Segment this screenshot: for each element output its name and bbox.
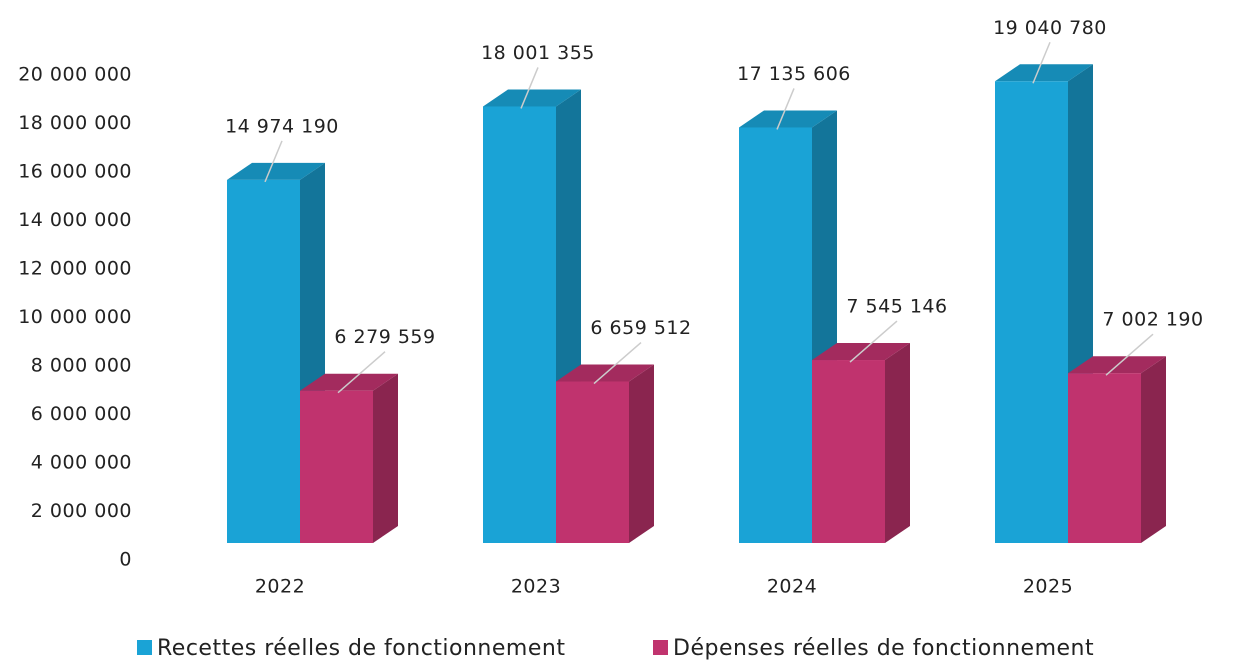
bar-top [227, 162, 325, 180]
bar [556, 381, 629, 543]
y-tick-label: 2 000 000 [31, 500, 132, 522]
bar [739, 127, 812, 544]
data-label: 7 545 146 [846, 296, 947, 318]
bar [483, 106, 556, 544]
y-tick-label: 18 000 000 [18, 112, 132, 134]
bar [1068, 373, 1141, 543]
data-label: 19 040 780 [993, 17, 1107, 39]
y-tick-label: 0 [119, 549, 132, 571]
leader-line [1105, 333, 1154, 376]
data-label: 17 135 606 [737, 63, 851, 85]
y-tick-label: 4 000 000 [31, 452, 132, 474]
leader-line [776, 88, 795, 130]
bar [995, 81, 1068, 544]
leader-line [337, 351, 386, 394]
leader-line [849, 320, 898, 363]
data-label: 14 974 190 [225, 115, 339, 137]
legend-swatch [137, 640, 152, 655]
leader-line [520, 67, 539, 109]
bar-side [885, 343, 910, 543]
y-tick-label: 12 000 000 [18, 258, 132, 280]
bar [812, 360, 885, 543]
x-tick-label: 2022 [255, 576, 305, 598]
bar [300, 390, 373, 543]
bar-top [739, 110, 837, 128]
y-tick-label: 6 000 000 [31, 403, 132, 425]
bar [227, 179, 300, 543]
data-label: 6 279 559 [334, 326, 435, 348]
bar-side [629, 364, 654, 543]
legend-swatch [653, 640, 668, 655]
data-label: 6 659 512 [590, 317, 691, 339]
leader-line [264, 140, 283, 183]
data-label: 7 002 190 [1102, 309, 1203, 331]
x-tick-label: 2023 [511, 576, 561, 598]
leader-line [1032, 41, 1051, 84]
bar-side [373, 373, 398, 543]
data-label: 18 001 355 [481, 42, 595, 64]
y-tick-label: 10 000 000 [18, 306, 132, 328]
bar-top [483, 89, 581, 107]
y-tick-label: 20 000 000 [18, 64, 132, 86]
bar-top [995, 64, 1093, 82]
y-tick-label: 8 000 000 [31, 355, 132, 377]
bar-side [1141, 356, 1166, 543]
x-tick-label: 2025 [1023, 576, 1073, 598]
x-tick-label: 2024 [767, 576, 817, 598]
y-tick-label: 16 000 000 [18, 161, 132, 183]
y-tick-label: 14 000 000 [18, 209, 132, 231]
legend-label: Dépenses réelles de fonctionnement [673, 636, 1094, 661]
legend-label: Recettes réelles de fonctionnement [157, 636, 565, 661]
leader-line [593, 341, 642, 385]
